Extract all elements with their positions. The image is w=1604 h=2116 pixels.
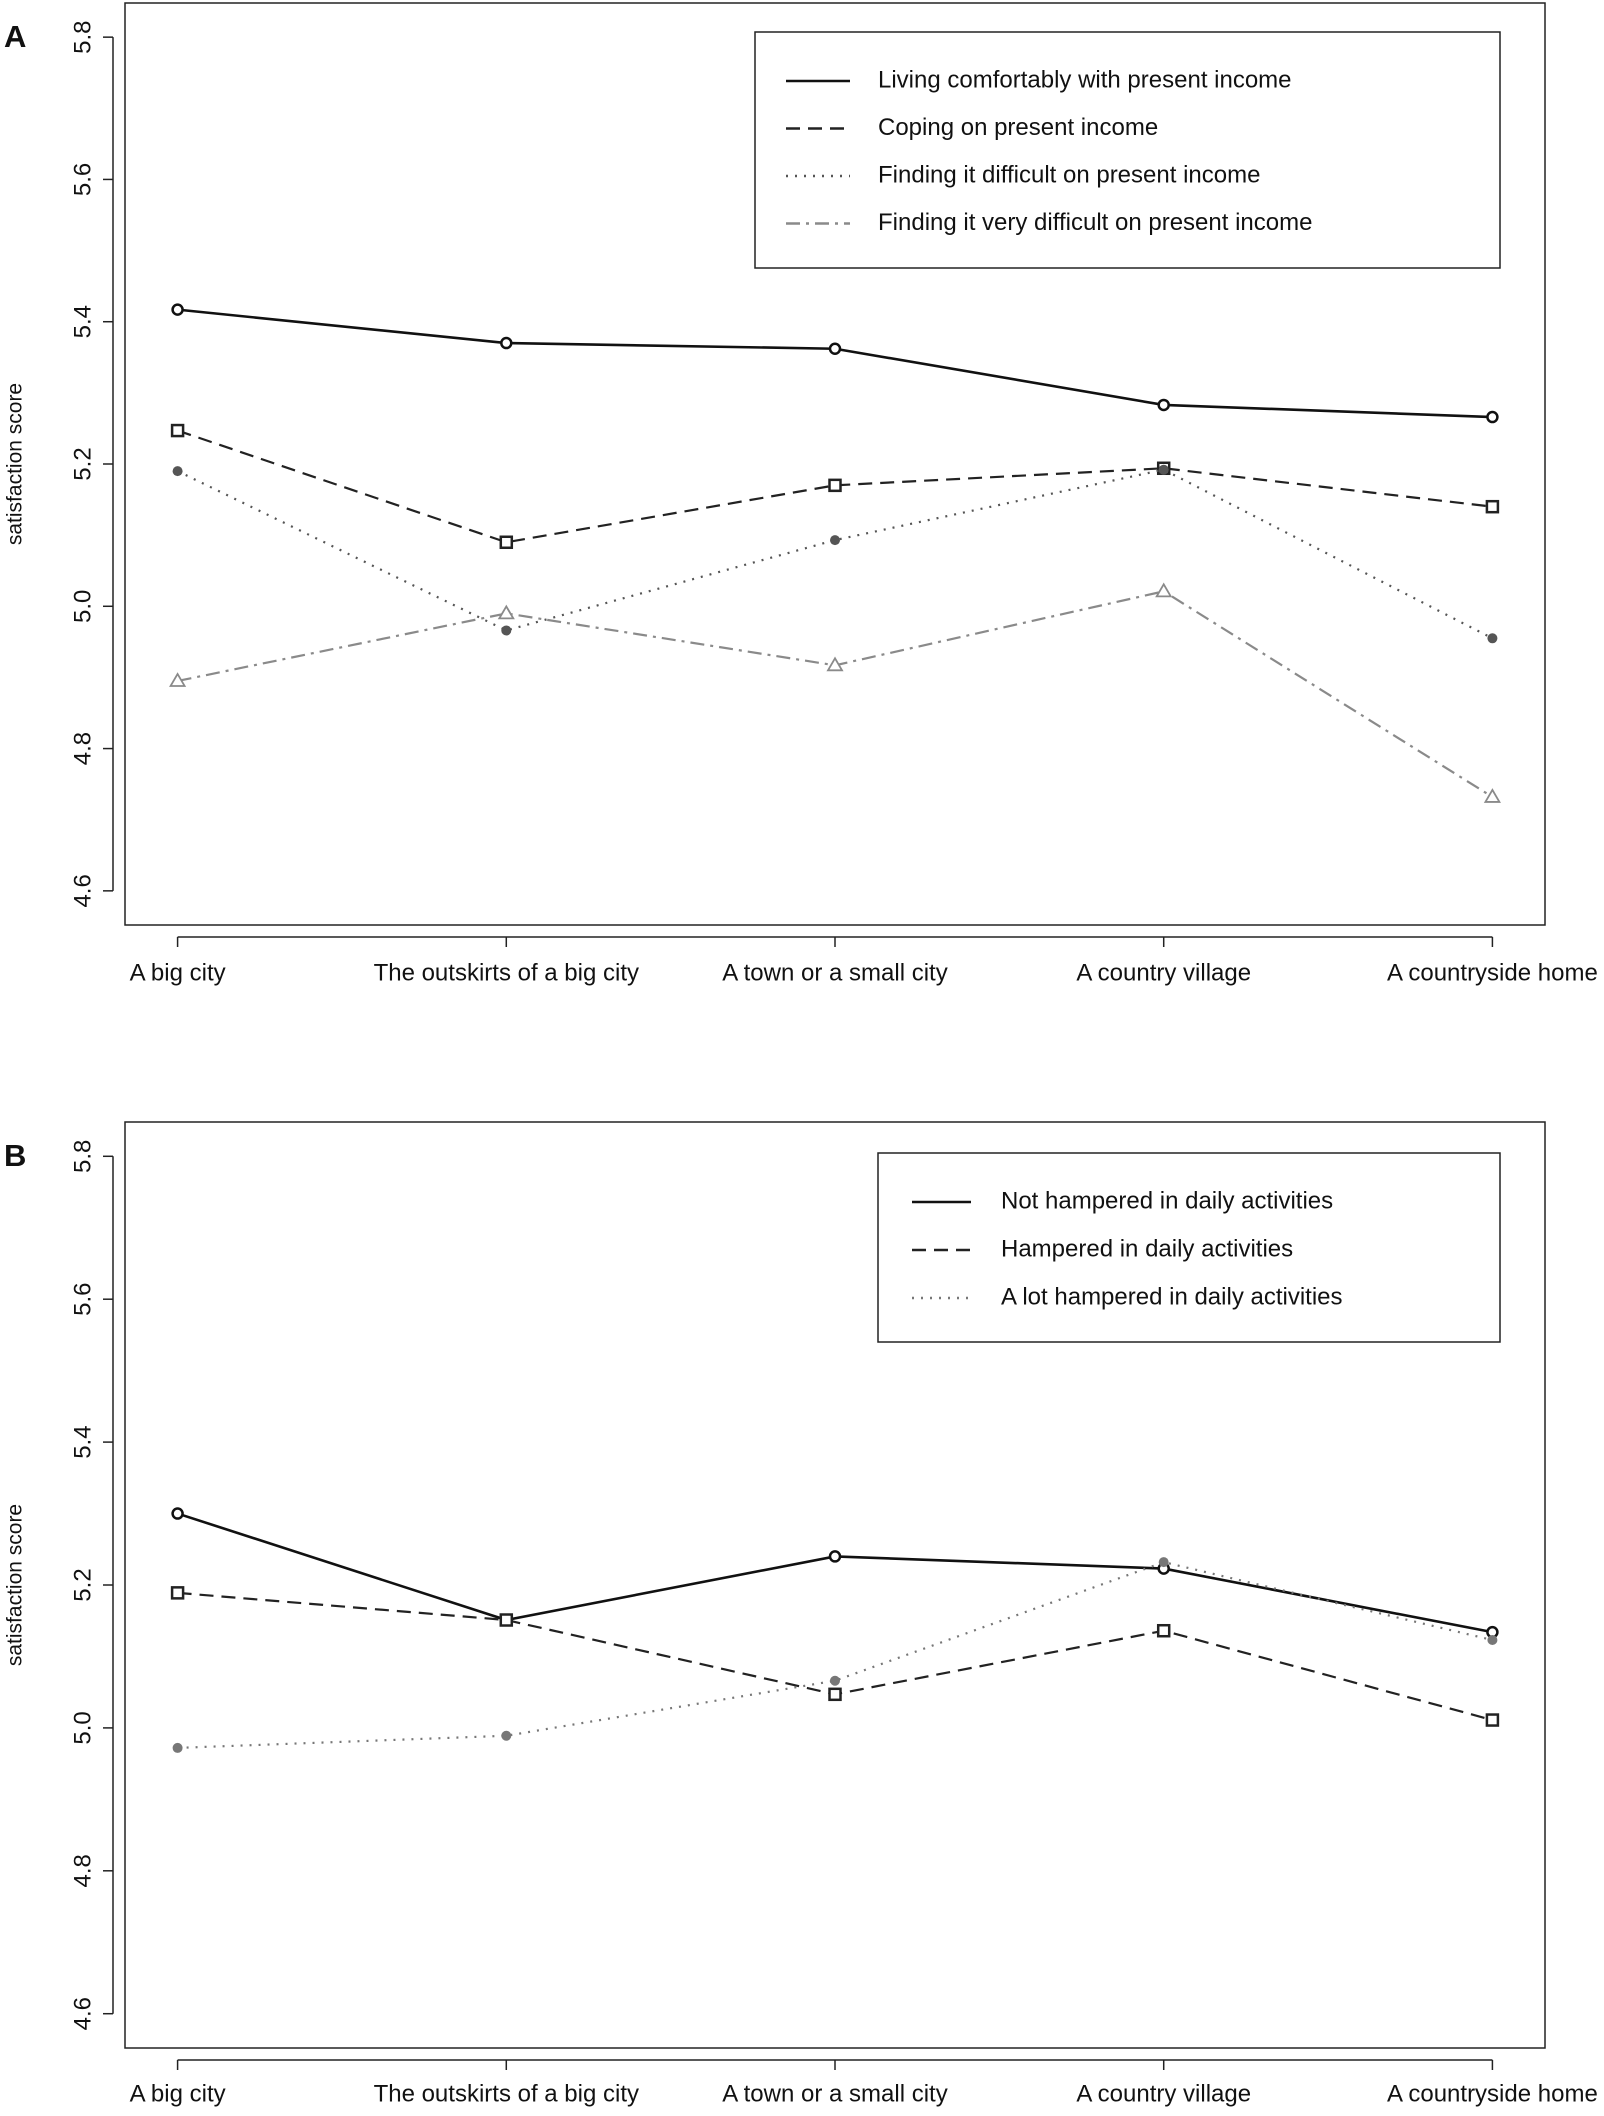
x-tick-label: A countryside home [1387,959,1598,986]
y-tick-label: 5.0 [69,590,96,623]
point [497,604,515,620]
legend-label: Finding it very difficult on present inc… [878,209,1312,236]
legend-label: Coping on present income [878,114,1158,141]
y-tick-label: 5.8 [69,1140,96,1173]
point [501,625,512,636]
plot-frame [124,1121,1546,2049]
y-axis-label: satisfaction score [4,383,27,545]
panel-label: A [4,19,26,54]
x-tick-label: The outskirts of a big city [374,959,639,986]
point [828,478,842,493]
series-line [177,1560,1493,1750]
x-tick-label: A town or a small city [722,959,947,986]
y-tick-label: 5.2 [69,1568,96,1601]
point [171,303,184,316]
point [1156,1623,1171,1638]
point [171,1507,184,1520]
point [1158,1557,1169,1568]
plot-frame [124,2,1546,926]
series-line [177,429,1493,544]
point [170,1586,185,1600]
y-axis-label: satisfaction score [4,1504,27,1666]
legend-label: Hampered in daily activities [1001,1235,1293,1262]
point [500,336,513,350]
legend-label: Not hampered in daily activities [1001,1187,1333,1214]
point [1485,1713,1500,1727]
legend-box [877,1152,1501,1343]
series-line [177,590,1493,798]
legend-label: Living comfortably with present income [878,66,1292,93]
panel-label: B [4,1138,26,1173]
y-tick-label: 5.4 [69,305,96,338]
x-tick-label: The outskirts of a big city [374,2080,639,2107]
point [172,466,183,477]
x-tick-label: A big city [130,959,226,986]
y-tick-label: 5.2 [69,447,96,480]
point [501,1730,512,1741]
point [830,535,840,546]
point [828,1550,842,1563]
point [499,535,514,550]
point [830,1675,840,1686]
series-line [177,1512,1493,1634]
y-tick-label: 4.6 [69,1997,96,2030]
y-tick-label: 5.0 [69,1711,96,1744]
y-tick-label: 5.4 [69,1425,96,1458]
series-line [177,468,1493,640]
point [169,672,187,687]
point [1157,398,1170,412]
x-tick-label: A countryside home [1387,2080,1598,2107]
y-tick-label: 4.6 [69,874,96,907]
point [172,1742,183,1753]
x-tick-label: A country village [1076,2080,1251,2107]
y-tick-label: 5.6 [69,163,96,196]
x-tick-label: A big city [130,2080,226,2107]
point [826,656,844,672]
x-tick-label: A country village [1076,959,1251,986]
legend-label: A lot hampered in daily activities [1001,1283,1343,1310]
legend-box [754,31,1501,269]
point [1483,788,1501,803]
point [1155,582,1173,598]
point [1486,410,1499,424]
y-tick-label: 4.8 [69,732,96,765]
x-tick-label: A town or a small city [722,2080,947,2107]
point [1487,633,1498,644]
y-tick-label: 5.6 [69,1283,96,1316]
point [499,1613,514,1627]
y-tick-label: 5.8 [69,20,96,53]
point [170,423,185,438]
legend-label: Finding it difficult on present income [878,161,1260,188]
point [828,342,842,355]
series-line [177,308,1493,419]
point [828,1687,842,1702]
point [1485,499,1500,514]
y-tick-label: 4.8 [69,1854,96,1887]
point [1158,464,1169,475]
point [1487,1635,1498,1646]
